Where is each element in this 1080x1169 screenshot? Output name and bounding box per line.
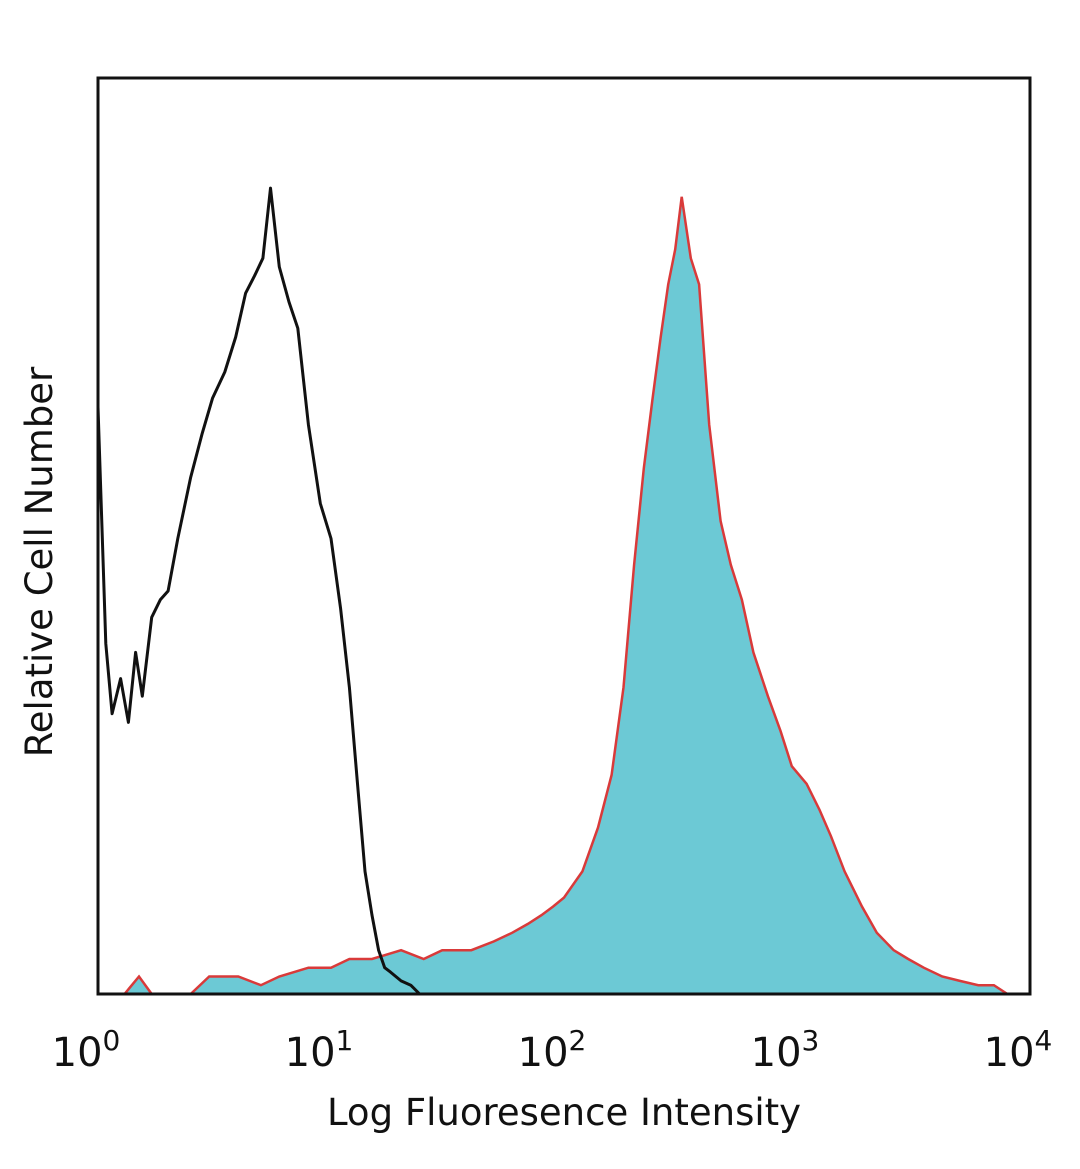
x-axis-title: Log Fluoresence Intensity (327, 1091, 801, 1134)
x-tick-label: 102 (518, 1024, 587, 1076)
x-tick-labels: 100 101 102 103 104 (52, 1024, 1053, 1076)
series-2-edge (98, 196, 1009, 996)
series-1-line (96, 186, 421, 996)
y-axis-title: Relative Cell Number (18, 366, 61, 757)
x-tick-label: 103 (751, 1024, 820, 1076)
plot-frame (96, 76, 1032, 996)
series-2-fill (98, 196, 1008, 995)
x-tick-label: 104 (984, 1024, 1053, 1076)
series-layer (96, 186, 1009, 996)
plot-background (98, 78, 1030, 994)
x-tick-label: 101 (285, 1024, 354, 1076)
x-tick-label: 100 (52, 1024, 121, 1076)
